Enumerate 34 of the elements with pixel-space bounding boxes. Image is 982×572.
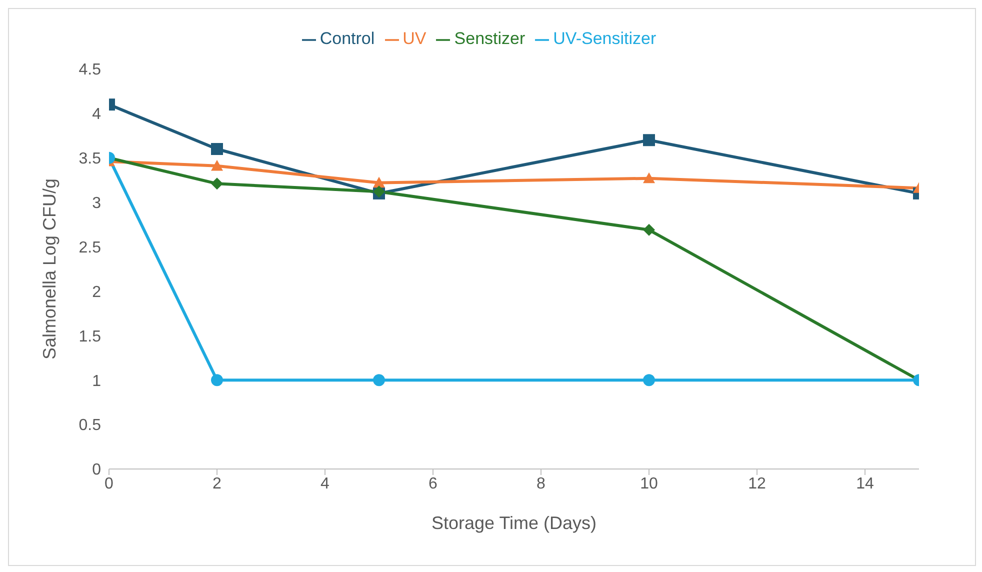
y-tick-label: 0 bbox=[92, 462, 102, 479]
x-tick-label: 2 bbox=[212, 475, 222, 492]
x-tick-label: 10 bbox=[640, 475, 658, 492]
point bbox=[211, 160, 223, 171]
point bbox=[643, 224, 655, 236]
legend-label: UV-Sensitizer bbox=[553, 29, 656, 48]
y-tick-label: 1 bbox=[92, 372, 102, 390]
y-tick-label: 4 bbox=[92, 106, 102, 124]
point bbox=[373, 374, 385, 386]
x-axis-title: Storage Time (Days) bbox=[431, 513, 597, 533]
point bbox=[643, 374, 655, 386]
point bbox=[643, 172, 655, 184]
x-tick-label: 14 bbox=[856, 475, 874, 492]
y-tick-label: 4.5 bbox=[78, 62, 102, 79]
y-tick-label: 2.5 bbox=[78, 239, 102, 256]
y-tick-label: 3.5 bbox=[78, 150, 102, 168]
x-tick-label: 12 bbox=[748, 475, 766, 492]
legend-label: UV bbox=[402, 29, 426, 48]
y-axis-title: Salmonella Log CFU/g bbox=[39, 178, 60, 360]
point bbox=[643, 134, 655, 146]
x-tick-label: 4 bbox=[320, 475, 330, 492]
point bbox=[211, 178, 223, 190]
legend-label: Senstizer bbox=[454, 29, 526, 48]
y-tick-label: 1.5 bbox=[78, 328, 102, 346]
point bbox=[373, 176, 385, 188]
point bbox=[211, 374, 223, 386]
y-tick-label: 0.5 bbox=[78, 417, 102, 434]
x-tick-label: 8 bbox=[536, 475, 546, 492]
y-tick-label: 3 bbox=[92, 195, 102, 212]
legend-label: Control bbox=[320, 29, 375, 48]
y-tick-label: 2 bbox=[92, 284, 102, 301]
point bbox=[211, 143, 223, 155]
x-tick-label: 6 bbox=[428, 475, 438, 492]
x-tick-label: 0 bbox=[104, 475, 114, 492]
